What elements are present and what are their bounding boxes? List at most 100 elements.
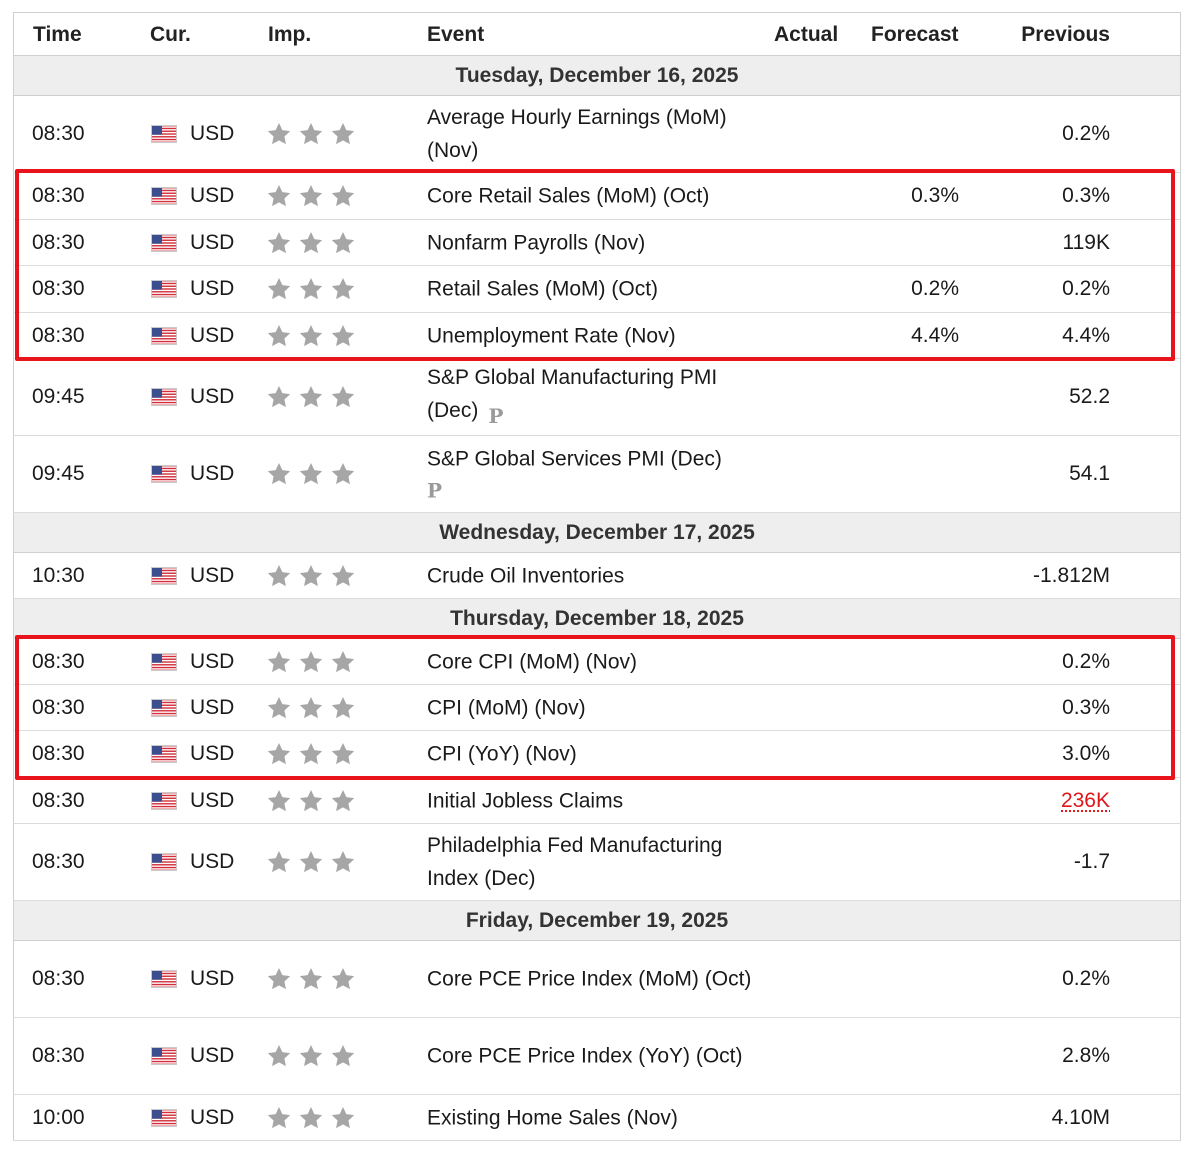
- previous-value[interactable]: 236K: [1060, 788, 1110, 812]
- header-time[interactable]: Time: [33, 23, 82, 46]
- star-icon: [331, 742, 355, 765]
- event-name-text[interactable]: Average Hourly Earnings (MoM) (Nov): [427, 106, 727, 162]
- event-name-text[interactable]: CPI (YoY) (Nov): [427, 742, 577, 766]
- previous-value: 119K: [1062, 230, 1111, 254]
- header-importance[interactable]: Imp.: [268, 23, 312, 46]
- table-row[interactable]: 10:00 USD Existing Home Sales (Nov) 4.10M: [13, 1095, 1181, 1141]
- table-row[interactable]: 08:30 USD Unemployment Rate (Nov) 4.4% 4.4%: [13, 313, 1181, 359]
- star-icon: [299, 850, 323, 873]
- header-forecast[interactable]: Forecast: [871, 23, 959, 46]
- table-row[interactable]: 08:30 USD Retail Sales (MoM) (Oct) 0.2% 0.2%: [13, 266, 1181, 313]
- star-icon: [331, 462, 355, 485]
- event-name[interactable]: S&P Global Manufacturing PMI (Dec) P: [427, 361, 757, 433]
- event-time: 08:30: [32, 1044, 85, 1067]
- event-name[interactable]: Initial Jobless Claims: [427, 784, 757, 817]
- event-name-text[interactable]: Nonfarm Payrolls (Nov): [427, 231, 646, 254]
- currency-code: USD: [190, 122, 235, 145]
- event-name[interactable]: Nonfarm Payrolls (Nov): [427, 226, 757, 259]
- table-row[interactable]: 09:45 USD S&P Global Services PMI (Dec) P 54…: [13, 436, 1181, 513]
- previous-value: -1.7: [1073, 850, 1110, 873]
- event-name[interactable]: CPI (YoY) (Nov): [427, 738, 757, 771]
- event-name[interactable]: Philadelphia Fed Manufacturing Index (De…: [427, 829, 757, 895]
- event-name-text[interactable]: Initial Jobless Claims: [427, 789, 624, 812]
- table-row[interactable]: 08:30 USD Average Hourly Earnings (MoM) (N…: [13, 96, 1181, 173]
- star-icon: [267, 650, 291, 672]
- header-actual[interactable]: Actual: [774, 23, 839, 46]
- event-name[interactable]: S&P Global Services PMI (Dec) P: [427, 443, 757, 506]
- event-name-text[interactable]: Core Retail Sales (MoM) (Oct): [427, 184, 710, 208]
- event-name[interactable]: Existing Home Sales (Nov): [427, 1101, 757, 1134]
- currency-code: USD: [190, 462, 235, 485]
- currency-code: USD: [190, 277, 235, 300]
- previous-value: 0.3%: [1062, 184, 1110, 207]
- table-row[interactable]: 08:30 USD Philadelphia Fed Manufacturing I…: [13, 824, 1181, 901]
- event-time: 08:30: [32, 742, 85, 765]
- event-name-text[interactable]: Retail Sales (MoM) (Oct): [427, 277, 659, 301]
- star-icon: [299, 564, 323, 586]
- us-flag-icon: [151, 970, 177, 989]
- day-header: Friday, December 19, 2025: [13, 901, 1181, 941]
- table-row[interactable]: 08:30 USD CPI (MoM) (Nov) 0.3%: [13, 685, 1181, 731]
- importance-stars: [266, 563, 356, 589]
- event-name[interactable]: Average Hourly Earnings (MoM) (Nov): [427, 101, 757, 167]
- event-name-text[interactable]: Philadelphia Fed Manufacturing Index (De…: [427, 834, 723, 890]
- table-row[interactable]: 08:30 USD Initial Jobless Claims 236K: [13, 778, 1181, 824]
- event-name-text[interactable]: Core PCE Price Index (MoM) (Oct): [427, 967, 752, 991]
- currency-code: USD: [190, 1105, 235, 1129]
- preliminary-marker-icon: P: [488, 404, 504, 428]
- star-icon: [267, 742, 291, 765]
- previous-value: 54.1: [1069, 462, 1110, 485]
- table-row[interactable]: 09:45 USD S&P Global Manufacturing PMI (De…: [13, 359, 1181, 436]
- star-icon: [331, 385, 355, 408]
- event-name-text[interactable]: CPI (MoM) (Nov): [427, 696, 586, 719]
- us-flag-icon: [151, 187, 177, 206]
- previous-value: 0.3%: [1062, 695, 1110, 719]
- star-icon: [299, 742, 323, 765]
- event-name[interactable]: Core PCE Price Index (MoM) (Oct): [427, 963, 757, 996]
- table-row[interactable]: 08:30 USD Core Retail Sales (MoM) (Oct) 0.3…: [13, 173, 1181, 220]
- event-name[interactable]: Core PCE Price Index (YoY) (Oct): [427, 1040, 757, 1073]
- star-icon: [267, 1106, 291, 1128]
- header-previous[interactable]: Previous: [1021, 23, 1110, 46]
- event-time: 09:45: [32, 385, 85, 408]
- event-name[interactable]: Crude Oil Inventories: [427, 559, 757, 592]
- table-row[interactable]: 08:30 USD Core CPI (MoM) (Nov) 0.2%: [13, 639, 1181, 685]
- event-name-text[interactable]: Core CPI (MoM) (Nov): [427, 650, 638, 673]
- table-row[interactable]: 08:30 USD Core PCE Price Index (MoM) (Oct)…: [13, 941, 1181, 1018]
- table-row[interactable]: 08:30 USD Nonfarm Payrolls (Nov) 119K: [13, 220, 1181, 266]
- event-time: 08:30: [32, 695, 85, 719]
- table-row[interactable]: 08:30 USD CPI (YoY) (Nov) 3.0%: [13, 731, 1181, 778]
- star-icon: [267, 324, 291, 346]
- currency-code: USD: [190, 649, 235, 673]
- event-name-text[interactable]: Crude Oil Inventories: [427, 564, 625, 587]
- event-name[interactable]: Retail Sales (MoM) (Oct): [427, 273, 757, 306]
- day-label: Thursday, December 18, 2025: [450, 606, 744, 630]
- header-currency[interactable]: Cur.: [150, 23, 191, 46]
- star-icon: [267, 385, 291, 408]
- event-name[interactable]: CPI (MoM) (Nov): [427, 691, 757, 724]
- event-name[interactable]: Unemployment Rate (Nov): [427, 319, 757, 352]
- previous-value: 0.2%: [1062, 967, 1110, 990]
- event-name[interactable]: Core Retail Sales (MoM) (Oct): [427, 180, 757, 213]
- forecast-value: 4.4%: [911, 323, 959, 347]
- us-flag-icon: [151, 1108, 177, 1127]
- us-flag-icon: [151, 853, 177, 872]
- us-flag-icon: [151, 652, 177, 671]
- event-name-text[interactable]: Existing Home Sales (Nov): [427, 1106, 678, 1129]
- event-name[interactable]: Core CPI (MoM) (Nov): [427, 645, 757, 678]
- star-icon: [299, 231, 323, 253]
- event-name-text[interactable]: S&P Global Manufacturing PMI (Dec): [427, 366, 718, 422]
- table-row[interactable]: 10:30 USD Crude Oil Inventories -1.812M: [13, 553, 1181, 599]
- previous-value: 0.2%: [1062, 122, 1110, 145]
- event-name-text[interactable]: Unemployment Rate (Nov): [427, 324, 676, 347]
- us-flag-icon: [151, 233, 177, 252]
- star-icon: [299, 385, 323, 408]
- table-row[interactable]: 08:30 USD Core PCE Price Index (YoY) (Oct)…: [13, 1018, 1181, 1095]
- star-icon: [299, 324, 323, 346]
- event-name-text[interactable]: S&P Global Services PMI (Dec): [427, 447, 722, 471]
- event-name-text[interactable]: Core PCE Price Index (YoY) (Oct): [427, 1044, 743, 1068]
- star-icon: [267, 122, 291, 145]
- importance-stars: [266, 649, 356, 675]
- header-event[interactable]: Event: [427, 23, 485, 46]
- us-flag-icon: [151, 745, 177, 764]
